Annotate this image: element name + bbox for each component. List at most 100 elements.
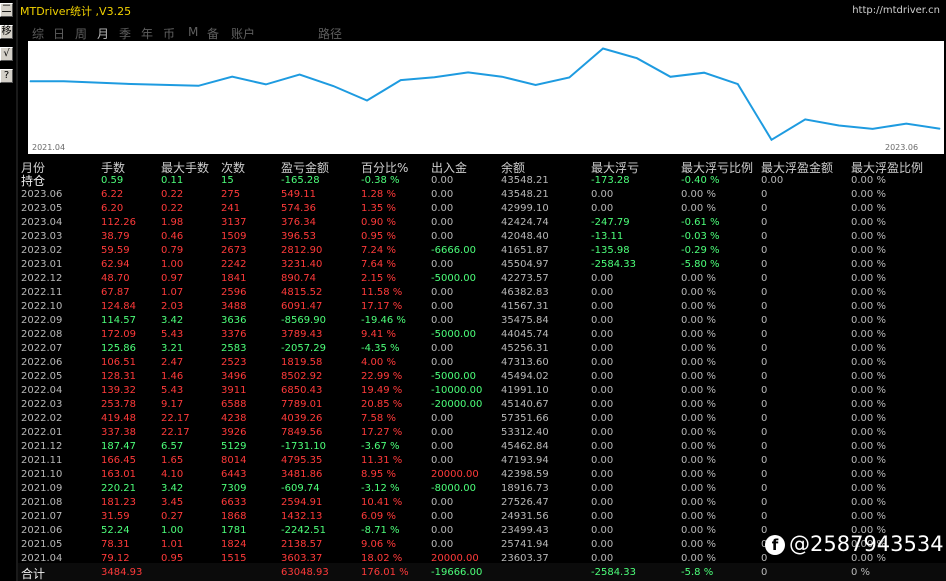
table-cell: 7309: [221, 483, 247, 494]
table-row[interactable]: 2022.10 124.84 2.03 3488 6091.47 17.17 % 0.00 4…: [0, 300, 946, 314]
table-row[interactable]: 2023.01 62.94 1.00 2242 3231.40 7.64 % 0.00 455…: [0, 258, 946, 272]
balance-point: [838, 125, 840, 126]
table-row[interactable]: 2022.06 106.51 2.47 2523 1819.58 4.00 % 0.00 47…: [0, 356, 946, 370]
table-row[interactable]: 2022.12 48.70 0.97 1841 890.74 2.15 % -5000.00…: [0, 272, 946, 286]
table-row[interactable]: 2023.04 112.26 1.98 3137 376.34 0.90 % 0.00 424…: [0, 216, 946, 230]
table-cell: 0: [761, 231, 768, 242]
table-row[interactable]: 2022.03 253.78 9.17 6588 7789.01 20.85 % -2000…: [0, 398, 946, 412]
balance-point: [636, 57, 638, 59]
table-row[interactable]: 2021.11 166.45 1.65 8014 4795.35 11.31 % 0.00 4…: [0, 454, 946, 468]
tab-path[interactable]: 路径: [318, 27, 343, 41]
table-cell: 0.00 %: [851, 287, 886, 298]
table-cell: 0.00: [431, 287, 454, 298]
table-cell: 0.00 %: [681, 343, 716, 354]
table-row[interactable]: 2022.11 67.87 1.07 2596 4815.52 11.58 % 0.00 46…: [0, 286, 946, 300]
tab-week[interactable]: 周: [75, 27, 88, 41]
table-row[interactable]: 2022.04 139.32 5.43 3911 6850.43 19.49 % -1000…: [0, 384, 946, 398]
app-title: MTDriver统计 ,V3.25: [20, 5, 132, 18]
left-button-1[interactable]: 二: [0, 3, 13, 17]
balance-point: [96, 82, 98, 84]
table-cell: 6.20: [101, 203, 124, 214]
tab-year[interactable]: 年: [141, 27, 154, 41]
table-cell: 1.98: [161, 217, 184, 228]
table-cell: 4039.26: [281, 413, 323, 424]
table-cell: 0.00 %: [681, 427, 716, 438]
table-row[interactable]: 2023.02 59.59 0.79 2673 2812.90 7.24 % -6666.0…: [0, 244, 946, 258]
table-cell: 0.00: [431, 343, 454, 354]
table-row[interactable]: 2021.09 220.21 3.42 7309 -609.74 -3.12 % -8000…: [0, 482, 946, 496]
table-cell: 0.00: [431, 189, 454, 200]
table-row[interactable]: 2021.04 79.12 0.95 1515 3603.37 18.02 % 20000.…: [0, 552, 946, 566]
table-cell: 9.17: [161, 399, 184, 410]
row-month-label: 2023.06: [21, 189, 63, 200]
table-row[interactable]: 2021.08 181.23 3.45 6633 2594.91 10.41 % 0.00 2…: [0, 496, 946, 510]
table-cell: 0.00 %: [851, 357, 886, 368]
table-row[interactable]: 2022.01 337.38 22.17 3926 7849.56 17.27 % 0.00…: [0, 426, 946, 440]
table-row[interactable]: 2021.05 78.31 1.01 1824 2138.57 9.06 % 0.00 257…: [0, 538, 946, 552]
table-row[interactable]: 2021.07 31.59 0.27 1868 1432.13 6.09 % 0.00 249…: [0, 510, 946, 524]
table-cell: -13.11: [591, 231, 624, 242]
total-label: 合计: [21, 567, 46, 581]
header-balance: 余额: [501, 161, 526, 175]
table-row[interactable]: 2022.02 419.48 22.17 4238 4039.26 7.58 % 0.00 5…: [0, 412, 946, 426]
left-button-2[interactable]: 移: [0, 25, 13, 39]
row-month-label: 2022.07: [21, 343, 63, 354]
table-cell: 45504.97: [501, 259, 549, 270]
tab-month[interactable]: 月: [97, 27, 110, 41]
table-cell: 0.00: [431, 511, 454, 522]
table-cell: -0.29 %: [681, 245, 720, 256]
table-row[interactable]: 2023.05 6.20 0.22 241 574.36 1.35 % 0.00 42999.…: [0, 202, 946, 216]
total-cell: 0: [761, 567, 768, 578]
table-row[interactable]: 2022.07 125.86 3.21 2583 -2057.29 -4.35 % 0.00…: [0, 342, 946, 356]
table-cell: 0.46: [161, 231, 184, 242]
table-cell: 3789.43: [281, 329, 323, 340]
table-cell: 166.45: [101, 455, 136, 466]
total-cell: -19666.00: [431, 567, 483, 578]
row-month-label: 2022.06: [21, 357, 63, 368]
table-row[interactable]: 2023.03 38.79 0.46 1509 396.53 0.95 % 0.00 4204…: [0, 230, 946, 244]
tab-currency[interactable]: 币: [163, 27, 176, 41]
table-cell: 0.00: [591, 189, 614, 200]
header-max-lots: 最大手数: [161, 161, 210, 175]
table-cell: 0.00 %: [851, 525, 886, 536]
table-cell: 5.43: [161, 329, 184, 340]
table-cell: 0.00 %: [681, 413, 716, 424]
table-row[interactable]: 2023.06 6.22 0.22 275 549.11 1.28 % 0.00 43548.…: [0, 188, 946, 202]
left-button-4[interactable]: ?: [0, 69, 13, 83]
row-month-label: 2022.05: [21, 371, 63, 382]
tab-quarter[interactable]: 季: [119, 27, 132, 41]
table-row[interactable]: 2022.05 128.31 1.46 3496 8502.92 22.99 % -5000…: [0, 370, 946, 384]
table-cell: 0.00 %: [681, 315, 716, 326]
row-month-label: 持仓: [21, 174, 46, 188]
balance-point: [400, 79, 402, 81]
table-row[interactable]: 2021.12 187.47 6.57 5129 -1731.10 -3.67 % 0.00…: [0, 440, 946, 454]
table-cell: 6633: [221, 497, 247, 508]
tab-account[interactable]: 账户: [231, 27, 256, 41]
table-cell: 0.00 %: [851, 399, 886, 410]
table-row[interactable]: 2022.08 172.09 5.43 3376 3789.43 9.41 % -5000.…: [0, 328, 946, 342]
left-button-3[interactable]: √: [0, 47, 13, 61]
balance-point: [501, 76, 503, 78]
table-cell: 0.00: [591, 357, 614, 368]
header-lots: 手数: [101, 161, 126, 175]
table-cell: 4.10: [161, 469, 184, 480]
header-profit: 盈亏金额: [281, 161, 330, 175]
table-row[interactable]: 2021.06 52.24 1.00 1781 -2242.51 -8.71 % 0.00 2…: [0, 524, 946, 538]
table-cell: 0.00 %: [851, 371, 886, 382]
table-cell: 0.00: [591, 301, 614, 312]
tab-day[interactable]: 日: [53, 27, 66, 41]
tab-summary[interactable]: 综: [32, 27, 45, 41]
app-url-link[interactable]: http://mtdriver.cn: [852, 5, 940, 16]
table-cell: 0: [761, 427, 768, 438]
table-cell: 2.47: [161, 357, 184, 368]
table-cell: 15: [221, 175, 234, 186]
tab-m[interactable]: M: [188, 25, 199, 39]
table-cell: 41651.87: [501, 245, 549, 256]
tab-note[interactable]: 备: [207, 27, 220, 41]
table-cell: 43548.21: [501, 175, 549, 186]
table-row[interactable]: 2022.09 114.57 3.42 3636 -8569.90 -19.46 % 0.0…: [0, 314, 946, 328]
table-row[interactable]: 持仓 0.59 0.11 15 -165.28 -0.38 % 0.00 43548.21 -1…: [0, 174, 946, 188]
table-cell: 42398.59: [501, 469, 549, 480]
table-row[interactable]: 2021.10 163.01 4.10 6443 3481.86 8.95 % 20000.…: [0, 468, 946, 482]
table-cell: 1.00: [161, 259, 184, 270]
